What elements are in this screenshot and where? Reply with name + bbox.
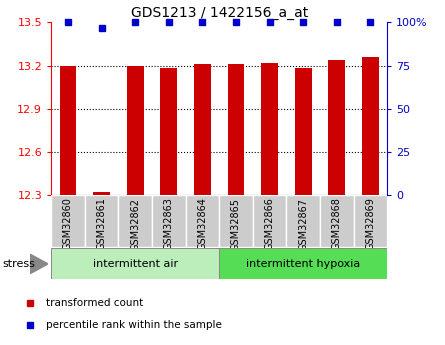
Text: stress: stress xyxy=(2,259,35,269)
Bar xyxy=(353,195,387,247)
Text: GSM32869: GSM32869 xyxy=(365,197,375,250)
Text: GSM32864: GSM32864 xyxy=(198,197,207,250)
Bar xyxy=(85,195,118,247)
Bar xyxy=(219,248,387,279)
Text: GSM32863: GSM32863 xyxy=(164,197,174,250)
Bar xyxy=(152,195,186,247)
Text: GSM32865: GSM32865 xyxy=(231,197,241,250)
Bar xyxy=(51,248,219,279)
Bar xyxy=(253,195,287,247)
Text: intermittent hypoxia: intermittent hypoxia xyxy=(246,259,360,269)
Title: GDS1213 / 1422156_a_at: GDS1213 / 1422156_a_at xyxy=(130,6,308,20)
Text: GSM32867: GSM32867 xyxy=(298,197,308,250)
Bar xyxy=(261,63,278,195)
Bar xyxy=(51,195,85,247)
Bar xyxy=(60,66,77,195)
Bar xyxy=(362,57,379,195)
Bar xyxy=(295,68,312,195)
Text: percentile rank within the sample: percentile rank within the sample xyxy=(46,319,222,329)
Text: GSM32868: GSM32868 xyxy=(332,197,342,250)
Text: GSM32866: GSM32866 xyxy=(265,197,275,250)
Text: transformed count: transformed count xyxy=(46,298,144,308)
Bar xyxy=(127,66,144,195)
Text: intermittent air: intermittent air xyxy=(93,259,178,269)
Bar xyxy=(328,60,345,195)
Bar xyxy=(227,64,244,195)
Bar xyxy=(219,195,253,247)
Text: GSM32862: GSM32862 xyxy=(130,197,140,250)
Bar xyxy=(194,64,211,195)
Bar xyxy=(186,195,219,247)
Bar xyxy=(320,195,354,247)
Bar xyxy=(118,195,152,247)
Bar xyxy=(287,195,320,247)
Text: GSM32861: GSM32861 xyxy=(97,197,106,250)
Bar xyxy=(160,68,177,195)
Bar xyxy=(93,192,110,195)
Text: GSM32860: GSM32860 xyxy=(63,197,73,250)
Polygon shape xyxy=(30,254,48,274)
